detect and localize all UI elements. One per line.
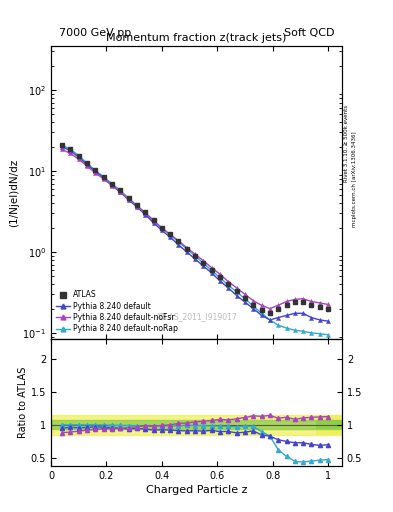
Text: ATLAS_2011_I919017: ATLAS_2011_I919017 [156,312,237,321]
Bar [51,420,342,430]
Title: Momentum fraction z(track jets): Momentum fraction z(track jets) [107,33,286,42]
Y-axis label: (1/Njel)dN/dz: (1/Njel)dN/dz [9,158,20,226]
X-axis label: Charged Particle z: Charged Particle z [146,485,247,495]
Text: Rivet 3.1.10, ≥ 500k events: Rivet 3.1.10, ≥ 500k events [344,105,349,182]
Bar [316,420,342,430]
Legend: ATLAS, Pythia 8.240 default, Pythia 8.240 default-noFsr, Pythia 8.240 default-no: ATLAS, Pythia 8.240 default, Pythia 8.24… [55,289,180,335]
Text: mcplots.cern.ch [arXiv:1306.3436]: mcplots.cern.ch [arXiv:1306.3436] [352,132,357,227]
Bar [316,415,342,435]
Y-axis label: Ratio to ATLAS: Ratio to ATLAS [18,367,28,438]
Bar [51,415,342,435]
Text: Soft QCD: Soft QCD [284,28,334,38]
Text: 7000 GeV pp: 7000 GeV pp [59,28,131,38]
